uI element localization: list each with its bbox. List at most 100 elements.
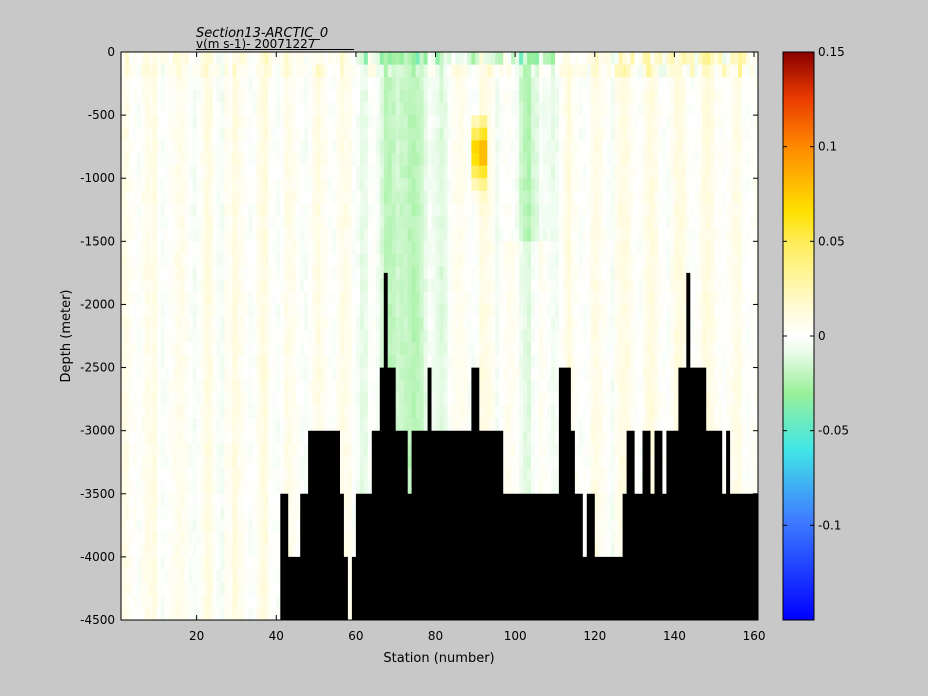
field-cell bbox=[359, 241, 365, 255]
field-cell bbox=[172, 607, 178, 620]
field-cell bbox=[132, 127, 138, 141]
field-cell bbox=[128, 418, 134, 432]
field-cell bbox=[176, 89, 182, 104]
field-cell bbox=[407, 279, 413, 293]
field-cell bbox=[507, 241, 512, 255]
field-cell bbox=[447, 291, 453, 306]
field-cell bbox=[351, 544, 357, 558]
field-cell bbox=[132, 493, 138, 507]
field-cell bbox=[359, 115, 365, 129]
field-cell bbox=[511, 455, 516, 470]
field-cell bbox=[228, 228, 234, 242]
field-cell bbox=[156, 556, 162, 571]
field-cell bbox=[546, 304, 552, 318]
field-cell bbox=[479, 203, 484, 217]
field-cell bbox=[515, 430, 520, 444]
field-cell bbox=[479, 304, 484, 318]
field-cell bbox=[411, 279, 417, 293]
field-cell bbox=[503, 89, 508, 104]
field-cell bbox=[140, 430, 146, 444]
field-cell bbox=[228, 64, 234, 78]
field-cell bbox=[371, 279, 377, 293]
field-cell bbox=[407, 127, 413, 141]
field-cell bbox=[455, 64, 461, 78]
field-cell bbox=[475, 304, 480, 318]
field-cell bbox=[280, 304, 285, 318]
field-cell bbox=[395, 418, 401, 432]
field-cell bbox=[288, 291, 293, 306]
field-cell bbox=[148, 165, 154, 179]
field-cell bbox=[132, 140, 138, 154]
field-cell bbox=[447, 329, 453, 343]
field-cell bbox=[367, 304, 373, 318]
field-cell bbox=[176, 329, 182, 343]
field-cell bbox=[371, 216, 377, 230]
field-cell bbox=[479, 241, 484, 255]
field-cell bbox=[204, 367, 210, 381]
field-cell bbox=[367, 367, 373, 381]
field-cell bbox=[435, 329, 441, 343]
field-cell bbox=[200, 228, 206, 242]
field-cell bbox=[216, 519, 222, 533]
field-cell bbox=[140, 140, 146, 154]
field-cell bbox=[156, 405, 162, 419]
field-cell bbox=[515, 64, 520, 78]
field-cell bbox=[132, 203, 138, 217]
field-cell bbox=[148, 430, 154, 444]
field-cell bbox=[371, 342, 377, 356]
field-cell bbox=[136, 317, 142, 331]
field-cell bbox=[164, 127, 170, 141]
field-cell bbox=[332, 127, 337, 141]
field-cell bbox=[503, 152, 508, 167]
field-cell bbox=[124, 493, 130, 507]
field-cell bbox=[463, 317, 468, 331]
field-cell bbox=[546, 430, 552, 444]
field-cell bbox=[164, 115, 170, 129]
field-cell bbox=[379, 140, 385, 154]
field-cell bbox=[367, 190, 373, 205]
field-cell bbox=[316, 178, 321, 192]
field-cell bbox=[431, 392, 437, 407]
field-cell bbox=[523, 52, 528, 66]
field-cell bbox=[204, 354, 210, 369]
field-cell bbox=[367, 354, 373, 369]
field-cell bbox=[463, 392, 468, 407]
field-cell bbox=[431, 291, 437, 306]
field-cell bbox=[407, 77, 413, 91]
field-cell bbox=[121, 556, 126, 571]
field-cell bbox=[455, 190, 461, 205]
field-cell bbox=[156, 493, 162, 507]
field-cell bbox=[463, 102, 468, 116]
field-cell bbox=[180, 279, 186, 293]
field-cell bbox=[427, 152, 433, 167]
field-cell bbox=[558, 317, 564, 331]
field-cell bbox=[132, 241, 138, 255]
field-cell bbox=[487, 291, 492, 306]
field-cell bbox=[288, 317, 293, 331]
field-cell bbox=[375, 405, 381, 419]
field-cell bbox=[260, 52, 265, 66]
field-cell bbox=[252, 291, 257, 306]
field-cell bbox=[228, 354, 234, 369]
field-cell bbox=[531, 405, 536, 419]
field-cell bbox=[499, 342, 504, 356]
field-cell bbox=[292, 228, 297, 242]
field-cell bbox=[423, 241, 429, 255]
field-cell bbox=[403, 64, 409, 78]
field-cell bbox=[550, 279, 556, 293]
field-cell bbox=[343, 77, 349, 91]
field-cell bbox=[228, 140, 234, 154]
field-cell bbox=[316, 228, 321, 242]
field-cell bbox=[224, 594, 230, 608]
field-cell bbox=[132, 582, 138, 596]
field-cell bbox=[539, 228, 544, 242]
field-cell bbox=[554, 481, 560, 495]
field-cell bbox=[172, 253, 178, 268]
field-cell bbox=[288, 392, 293, 407]
field-cell bbox=[491, 178, 496, 192]
field-cell bbox=[188, 304, 194, 318]
field-cell bbox=[539, 190, 544, 205]
field-cell bbox=[355, 304, 361, 318]
field-cell bbox=[272, 430, 277, 444]
field-cell bbox=[216, 455, 222, 470]
